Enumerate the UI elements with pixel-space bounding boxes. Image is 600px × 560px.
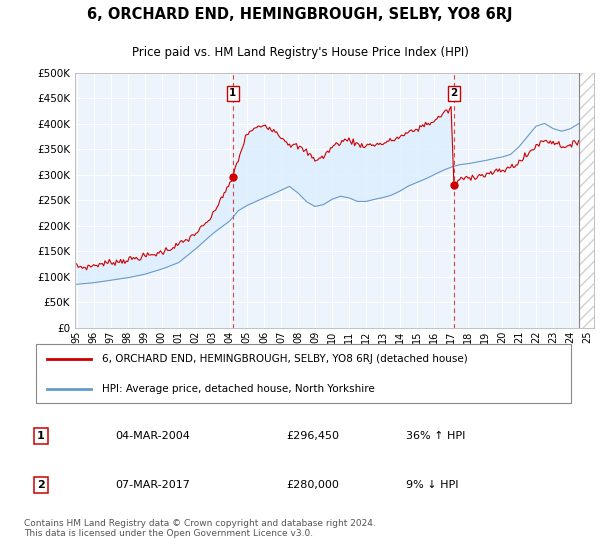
- Text: 07-MAR-2017: 07-MAR-2017: [115, 480, 190, 490]
- Text: 1: 1: [37, 431, 44, 441]
- Text: HPI: Average price, detached house, North Yorkshire: HPI: Average price, detached house, Nort…: [102, 384, 374, 394]
- FancyBboxPatch shape: [35, 343, 571, 403]
- Text: 36% ↑ HPI: 36% ↑ HPI: [406, 431, 465, 441]
- Text: 2: 2: [37, 480, 44, 490]
- Text: 04-MAR-2004: 04-MAR-2004: [115, 431, 190, 441]
- Text: 9% ↓ HPI: 9% ↓ HPI: [406, 480, 458, 490]
- Text: 2: 2: [451, 88, 458, 98]
- Text: 6, ORCHARD END, HEMINGBROUGH, SELBY, YO8 6RJ (detached house): 6, ORCHARD END, HEMINGBROUGH, SELBY, YO8…: [102, 354, 467, 364]
- Text: Price paid vs. HM Land Registry's House Price Index (HPI): Price paid vs. HM Land Registry's House …: [131, 46, 469, 59]
- Text: 6, ORCHARD END, HEMINGBROUGH, SELBY, YO8 6RJ: 6, ORCHARD END, HEMINGBROUGH, SELBY, YO8…: [87, 7, 513, 22]
- Text: £296,450: £296,450: [286, 431, 339, 441]
- Text: £280,000: £280,000: [286, 480, 339, 490]
- Text: Contains HM Land Registry data © Crown copyright and database right 2024.
This d: Contains HM Land Registry data © Crown c…: [24, 519, 376, 538]
- Text: 1: 1: [229, 88, 236, 98]
